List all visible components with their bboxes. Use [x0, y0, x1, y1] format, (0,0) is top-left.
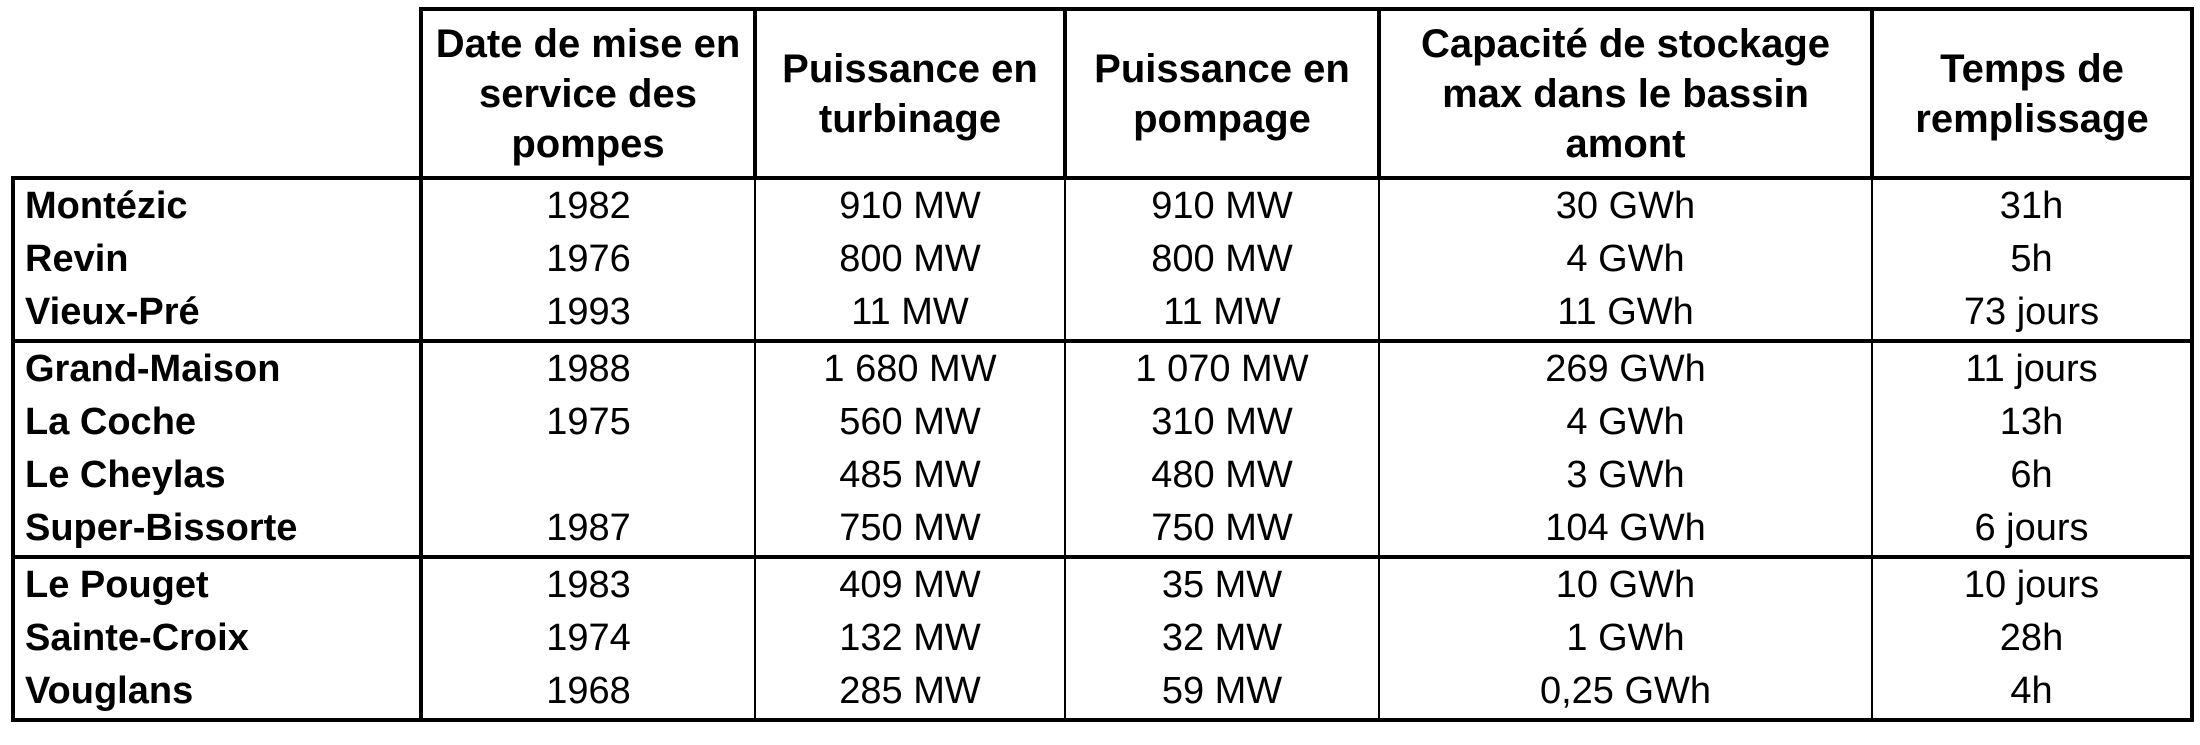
table-row: La Coche 1975 560 MW 310 MW 4 GWh 13h	[11, 396, 2194, 449]
table-cell: 800 MW	[1064, 233, 1380, 286]
row-name: Sainte-Croix	[11, 612, 423, 665]
table-cell: 800 MW	[754, 233, 1066, 286]
table-cell: 132 MW	[754, 612, 1066, 665]
table-cell: 4 GWh	[1378, 396, 1873, 449]
table-cell: 1975	[420, 396, 756, 449]
table-cell	[420, 449, 756, 502]
table-cell: 1 680 MW	[754, 339, 1066, 396]
column-header: Puissance en pompage	[1063, 7, 1381, 180]
table-cell: 485 MW	[754, 449, 1066, 502]
table-cell: 11 GWh	[1378, 286, 1873, 341]
table-cell: 1982	[420, 176, 756, 233]
table-cell: 6h	[1871, 449, 2194, 502]
column-header: Date de mise en service des pompes	[419, 7, 757, 180]
table-cell: 6 jours	[1871, 502, 2194, 557]
table-cell: 0,25 GWh	[1378, 665, 1873, 722]
corner-cell	[13, 9, 423, 180]
table-cell: 910 MW	[1064, 176, 1380, 233]
column-header: Capacité de stockage max dans le bassin …	[1377, 7, 1874, 180]
row-name: Revin	[11, 233, 423, 286]
table-cell: 1 070 MW	[1064, 339, 1380, 396]
table: Date de mise en service des pompes Puissa…	[11, 7, 2194, 722]
table-row: Le Cheylas 485 MW 480 MW 3 GWh 6h	[11, 449, 2194, 502]
table-cell: 28h	[1871, 612, 2194, 665]
column-header: Puissance en turbinage	[753, 7, 1067, 180]
table-cell: 750 MW	[754, 502, 1066, 557]
row-name: Montézic	[11, 176, 423, 233]
table-cell: 1974	[420, 612, 756, 665]
table-cell: 409 MW	[754, 555, 1066, 612]
table-cell: 1993	[420, 286, 756, 341]
table-container: Date de mise en service des pompes Puissa…	[11, 7, 2194, 722]
table-cell: 310 MW	[1064, 396, 1380, 449]
table-cell: 269 GWh	[1378, 339, 1873, 396]
table-cell: 480 MW	[1064, 449, 1380, 502]
table-row: Montézic 1982 910 MW 910 MW 30 GWh 31h	[11, 176, 2194, 233]
row-name: Super-Bissorte	[11, 502, 423, 557]
table-cell: 11 jours	[1871, 339, 2194, 396]
table-row: Grand-Maison 1988 1 680 MW 1 070 MW 269 GWh 1…	[11, 339, 2194, 396]
table-cell: 285 MW	[754, 665, 1066, 722]
table-cell: 10 GWh	[1378, 555, 1873, 612]
table-cell: 1 GWh	[1378, 612, 1873, 665]
table-row: Super-Bissorte 1987 750 MW 750 MW 104 GWh 6 j…	[11, 502, 2194, 557]
table-cell: 30 GWh	[1378, 176, 1873, 233]
table-cell: 1988	[420, 339, 756, 396]
table-cell: 4 GWh	[1378, 233, 1873, 286]
table-cell: 13h	[1871, 396, 2194, 449]
table-row: Sainte-Croix 1974 132 MW 32 MW 1 GWh 28h	[11, 612, 2194, 665]
table-cell: 750 MW	[1064, 502, 1380, 557]
table-cell: 32 MW	[1064, 612, 1380, 665]
table-cell: 11 MW	[1064, 286, 1380, 341]
table-cell: 10 jours	[1871, 555, 2194, 612]
table-cell: 5h	[1871, 233, 2194, 286]
table-cell: 3 GWh	[1378, 449, 1873, 502]
column-header: Temps de remplissage	[1870, 7, 2194, 180]
table-cell: 35 MW	[1064, 555, 1380, 612]
table-cell: 31h	[1871, 176, 2194, 233]
table-cell: 1968	[420, 665, 756, 722]
table-row: Le Pouget 1983 409 MW 35 MW 10 GWh 10 jours	[11, 555, 2194, 612]
table-cell: 104 GWh	[1378, 502, 1873, 557]
table-cell: 4h	[1871, 665, 2194, 722]
table-cell: 73 jours	[1871, 286, 2194, 341]
table-cell: 1983	[420, 555, 756, 612]
row-name: Le Pouget	[11, 555, 423, 612]
row-name: Le Cheylas	[11, 449, 423, 502]
header-row: Date de mise en service des pompes Puissa…	[13, 7, 2194, 180]
table-cell: 59 MW	[1064, 665, 1380, 722]
row-name: Vieux-Pré	[11, 286, 423, 341]
table-cell: 560 MW	[754, 396, 1066, 449]
row-name: La Coche	[11, 396, 423, 449]
table-row: Revin 1976 800 MW 800 MW 4 GWh 5h	[11, 233, 2194, 286]
row-name: Grand-Maison	[11, 339, 423, 396]
table-cell: 1987	[420, 502, 756, 557]
table-cell: 1976	[420, 233, 756, 286]
table-cell: 11 MW	[754, 286, 1066, 341]
table-cell: 910 MW	[754, 176, 1066, 233]
table-row: Vouglans 1968 285 MW 59 MW 0,25 GWh 4h	[11, 665, 2194, 722]
table-row: Vieux-Pré 1993 11 MW 11 MW 11 GWh 73 jours	[11, 286, 2194, 341]
row-name: Vouglans	[11, 665, 423, 722]
